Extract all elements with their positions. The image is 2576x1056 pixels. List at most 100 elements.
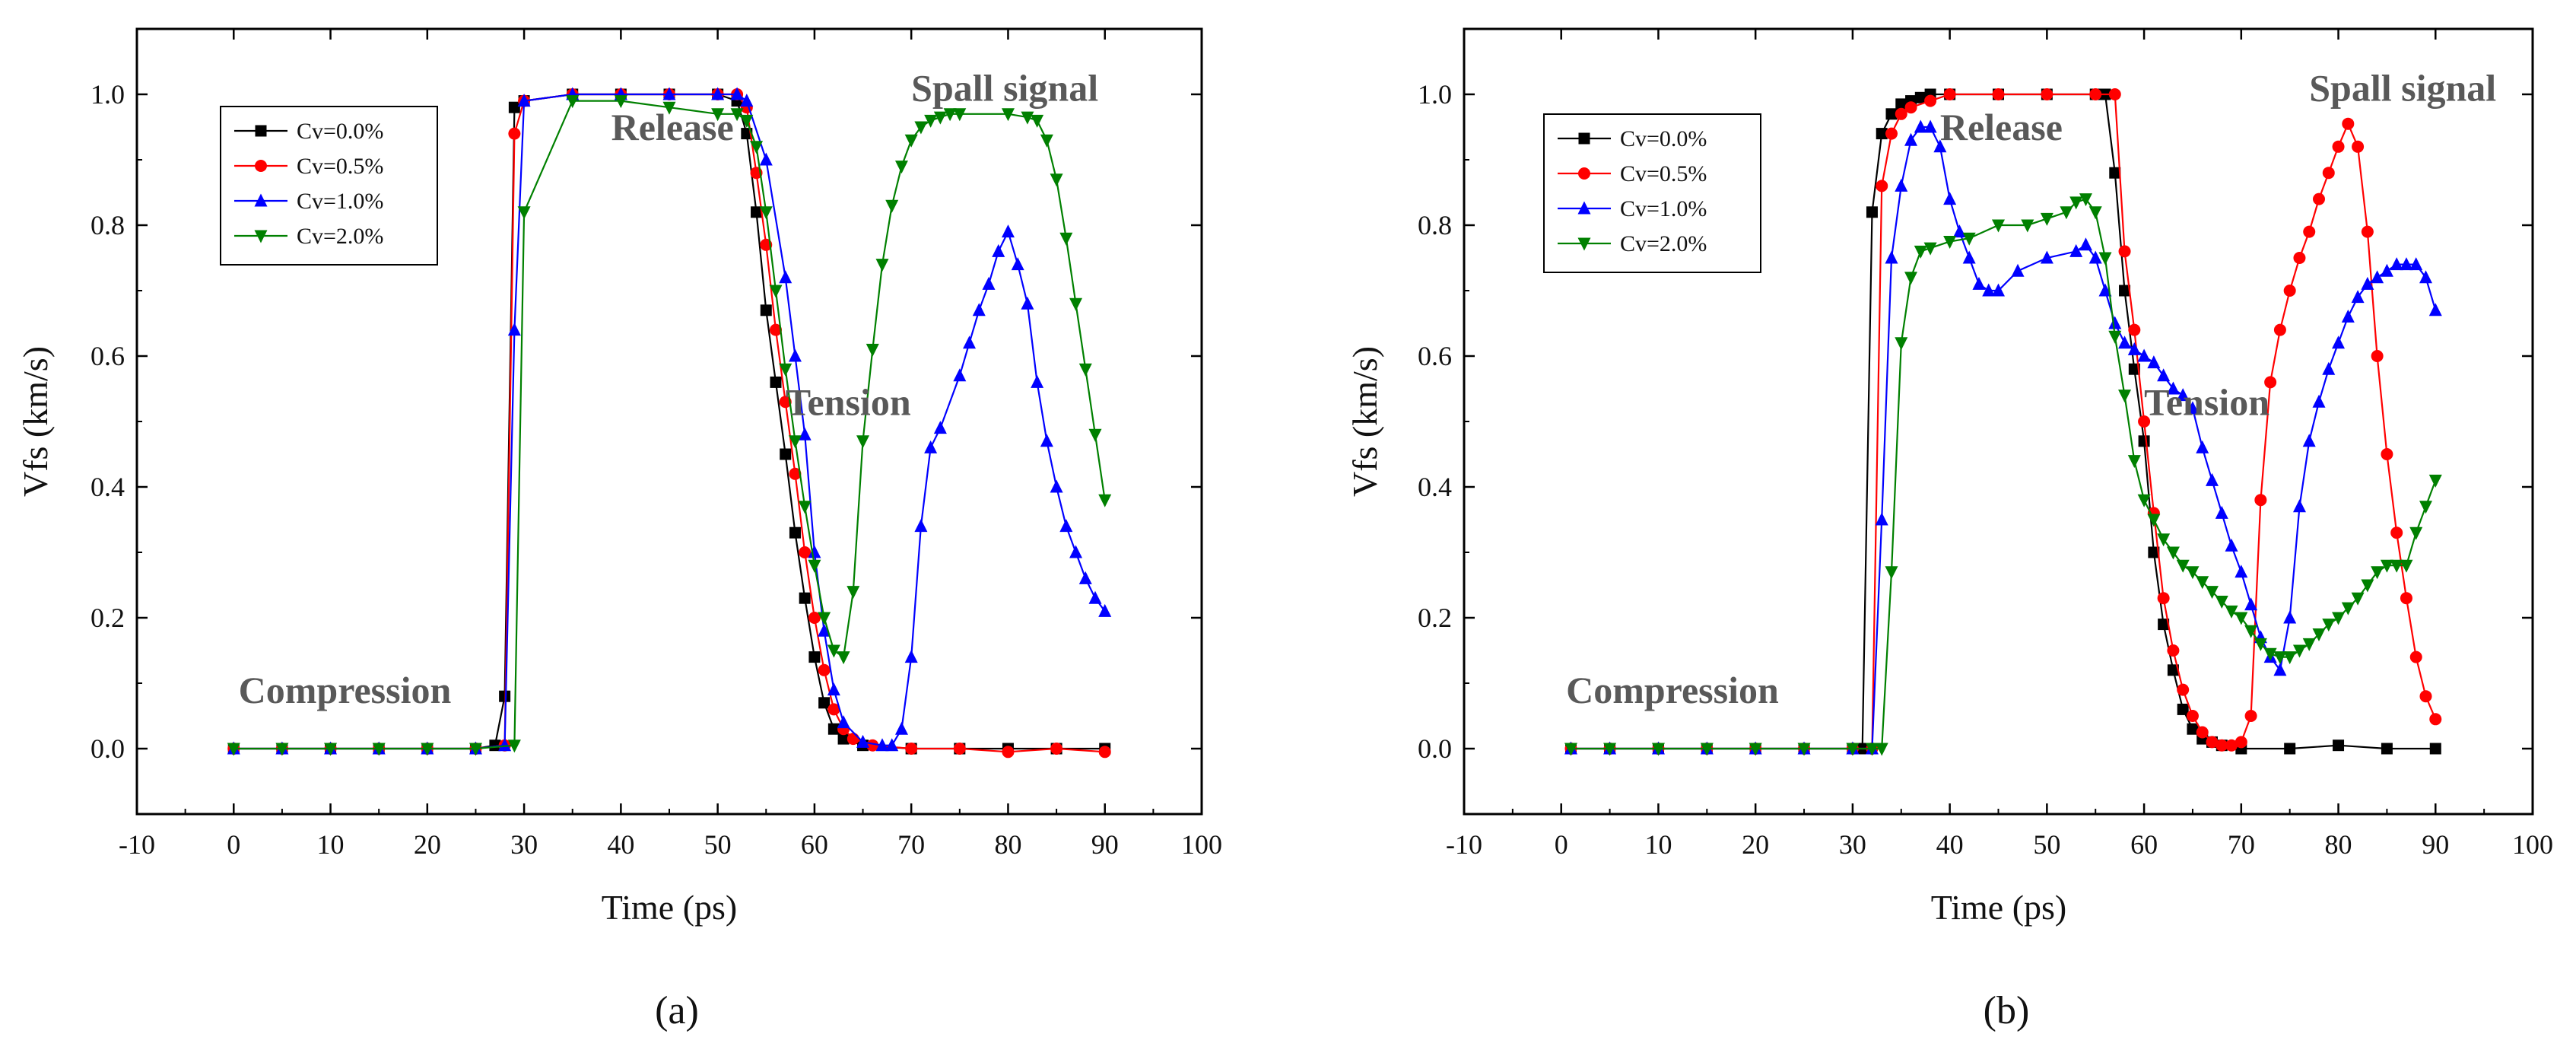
data-point bbox=[875, 259, 889, 272]
data-point bbox=[2157, 592, 2170, 605]
data-point bbox=[1895, 98, 1907, 110]
data-point bbox=[489, 740, 501, 752]
x-tick-label: 0 bbox=[227, 829, 240, 860]
data-point bbox=[1098, 746, 1111, 759]
data-point bbox=[780, 448, 792, 460]
data-point bbox=[1088, 428, 1102, 442]
data-point bbox=[2313, 192, 2325, 205]
data-point bbox=[1001, 224, 1015, 238]
data-point bbox=[770, 376, 782, 388]
data-point bbox=[2127, 455, 2141, 469]
data-point bbox=[2206, 472, 2219, 486]
x-tick-label: 60 bbox=[801, 829, 828, 860]
data-point bbox=[953, 368, 967, 382]
data-point bbox=[982, 276, 996, 290]
data-point bbox=[498, 738, 512, 752]
panel-b: -10 0 10 20 30 40 50 60 70 80 90 100 0.0 0.2 0.4 0.6 0.8… bbox=[1345, 27, 2553, 1032]
data-point bbox=[2371, 270, 2384, 284]
data-point bbox=[2390, 257, 2403, 271]
legend-marker bbox=[254, 230, 268, 243]
data-point bbox=[818, 623, 831, 637]
data-point bbox=[2371, 350, 2384, 362]
data-point bbox=[1904, 101, 1917, 114]
data-point bbox=[2312, 628, 2326, 641]
data-point bbox=[905, 743, 918, 755]
data-point bbox=[808, 545, 821, 558]
data-point bbox=[2273, 651, 2287, 665]
data-point bbox=[2263, 647, 2277, 661]
data-point bbox=[2118, 245, 2131, 258]
data-point bbox=[2079, 237, 2092, 251]
panel-caption: (a) bbox=[655, 989, 699, 1032]
data-point bbox=[779, 363, 792, 377]
data-point bbox=[2371, 566, 2384, 580]
data-point bbox=[2322, 619, 2336, 632]
data-point bbox=[818, 612, 831, 625]
x-tick-label: 90 bbox=[2422, 829, 2449, 860]
x-axis-label: Time (ps) bbox=[1931, 888, 2067, 927]
data-point bbox=[2273, 323, 2286, 336]
data-point bbox=[2108, 88, 2121, 100]
data-point bbox=[799, 546, 812, 558]
data-point bbox=[507, 323, 521, 336]
data-point bbox=[856, 435, 870, 449]
data-point bbox=[2322, 361, 2336, 375]
x-tick-label: 30 bbox=[510, 829, 538, 860]
data-point bbox=[2060, 206, 2073, 220]
data-point bbox=[808, 559, 821, 573]
legend-label: Cv=0.5% bbox=[1620, 161, 1707, 186]
data-point bbox=[1943, 88, 1956, 100]
data-point bbox=[2428, 474, 2442, 488]
annotation: Spall signal bbox=[2309, 67, 2496, 110]
data-point bbox=[875, 738, 889, 752]
y-tick-label: 0.8 bbox=[91, 210, 125, 240]
data-point bbox=[2273, 663, 2287, 676]
data-point bbox=[2196, 440, 2209, 453]
data-point bbox=[2041, 88, 2053, 100]
data-point bbox=[2118, 390, 2132, 403]
data-point bbox=[2040, 250, 2053, 264]
y-tick-label: 1.0 bbox=[1418, 79, 1452, 110]
data-point bbox=[324, 743, 338, 756]
data-point bbox=[1040, 434, 1053, 447]
legend-marker bbox=[254, 193, 268, 207]
data-point bbox=[2215, 739, 2228, 752]
x-tick-label: 80 bbox=[994, 829, 1021, 860]
x-tick-label: -10 bbox=[1446, 829, 1482, 860]
data-point bbox=[2166, 381, 2180, 395]
data-point bbox=[1885, 127, 1898, 140]
legend: Cv=0.0% Cv=0.5% Cv=1.0% Cv=2.0% bbox=[220, 106, 438, 266]
panel-caption: (b) bbox=[1984, 989, 2030, 1032]
data-point bbox=[1914, 91, 1926, 103]
data-point bbox=[2040, 212, 2053, 226]
data-point bbox=[2400, 257, 2413, 271]
legend-marker bbox=[255, 160, 267, 172]
data-point bbox=[2284, 743, 2296, 755]
data-point bbox=[2352, 140, 2365, 153]
data-point bbox=[2351, 290, 2365, 304]
data-point bbox=[779, 396, 792, 409]
data-point bbox=[1933, 139, 1947, 153]
data-point bbox=[2166, 546, 2180, 560]
x-tick-label: 0 bbox=[1555, 829, 1568, 860]
data-point bbox=[2069, 243, 2083, 257]
annotation: Compression bbox=[239, 669, 452, 711]
data-point bbox=[614, 95, 627, 109]
data-point bbox=[2419, 690, 2432, 703]
data-point bbox=[566, 95, 580, 109]
data-point bbox=[2011, 263, 2025, 277]
data-point bbox=[2419, 270, 2432, 284]
data-point bbox=[2380, 559, 2393, 573]
x-tick-label: 100 bbox=[2512, 829, 2553, 860]
data-point bbox=[711, 87, 725, 100]
data-point bbox=[2390, 559, 2403, 573]
data-point bbox=[2079, 193, 2092, 207]
data-point bbox=[1050, 173, 1063, 187]
data-point bbox=[769, 285, 783, 298]
data-point bbox=[1904, 132, 1918, 146]
data-point bbox=[866, 739, 879, 752]
data-point bbox=[2157, 368, 2171, 382]
data-point bbox=[2021, 219, 2034, 233]
data-point bbox=[2177, 703, 2189, 715]
x-tick-label: -10 bbox=[119, 829, 155, 860]
